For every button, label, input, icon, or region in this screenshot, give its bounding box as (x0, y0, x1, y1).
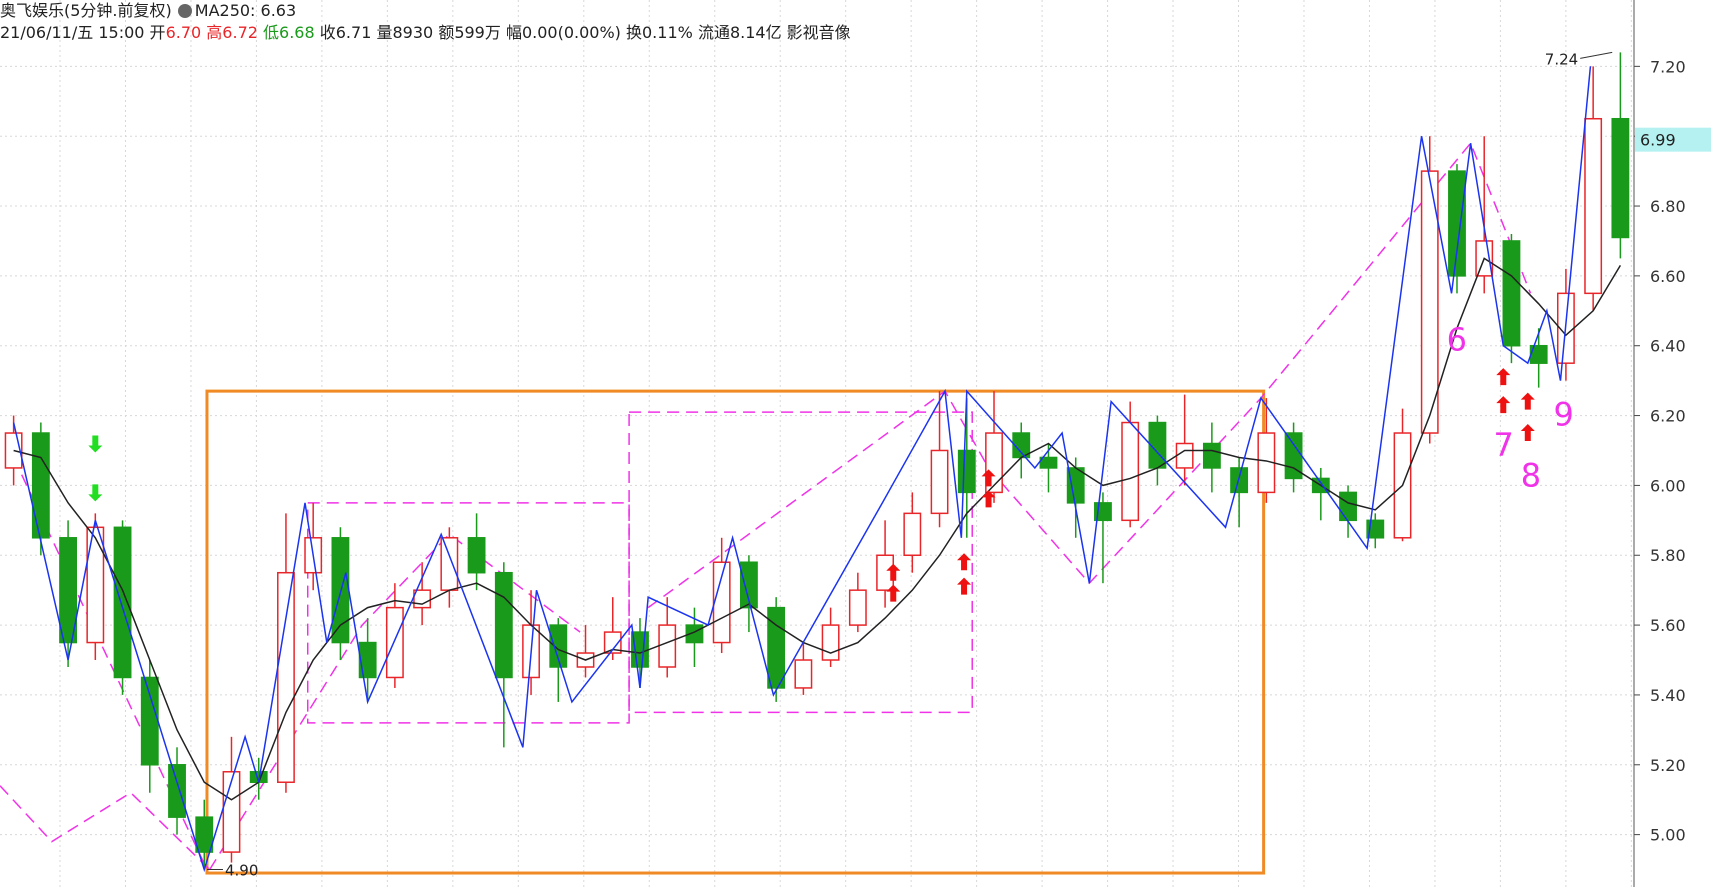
high-label: 高 (206, 23, 223, 42)
title-row: 奥飞娱乐(5分钟.前复权) MA250: 6.63 (0, 0, 851, 22)
signal-arrow (88, 435, 103, 453)
candle-body (739, 561, 758, 609)
signal-arrow (981, 469, 996, 487)
candle-body (1448, 170, 1466, 277)
candle-body (1611, 117, 1630, 239)
y-tick-label: 5.40 (1650, 686, 1686, 705)
y-tick-label: 5.00 (1650, 826, 1686, 845)
candle-body (31, 432, 50, 539)
candle-body (1039, 456, 1058, 469)
candle-body (113, 526, 132, 679)
ma-label: MA250: 6.63 (194, 1, 297, 20)
header: 奥飞娱乐(5分钟.前复权) MA250: 6.63 21/06/11/五 15:0… (0, 0, 851, 44)
signal-arrow (957, 577, 972, 595)
signal-arrow (1496, 368, 1511, 386)
candle-body (140, 676, 159, 766)
y-tick-label: 5.20 (1650, 756, 1686, 775)
close: 收6.71 (319, 23, 372, 42)
y-tick-label: 6.60 (1650, 267, 1686, 286)
candle-body (549, 624, 568, 668)
y-tick-label: 7.20 (1650, 57, 1686, 76)
candle-body (440, 537, 459, 591)
candle-body (222, 771, 241, 853)
candle-body (930, 449, 949, 515)
candle-body (658, 624, 677, 668)
low-label: 低 (263, 23, 280, 42)
candle-body (957, 449, 976, 494)
candle-body (794, 659, 813, 689)
pink-box (628, 411, 973, 714)
candle-body (848, 589, 867, 626)
candle-body (603, 631, 622, 654)
candle-body (1366, 519, 1385, 539)
price-marker (1635, 127, 1711, 152)
candle-body (277, 571, 295, 783)
zigzag-line (12, 66, 1592, 873)
date: 21/06/11/五 15:00 (0, 23, 145, 42)
wave-label: 8 (1521, 457, 1541, 495)
open: 6.70 (165, 23, 202, 42)
stock-title: 奥飞娱乐(5分钟.前复权) (0, 1, 172, 20)
signal-arrow (88, 484, 103, 502)
y-tick-label: 5.60 (1650, 616, 1686, 635)
y-tick-label: 6.00 (1650, 476, 1686, 495)
signal-arrow (1520, 424, 1535, 442)
signal-arrow (1496, 396, 1511, 414)
y-tick-label: 5.80 (1650, 546, 1686, 565)
candle-body (712, 561, 731, 644)
signal-arrow (981, 490, 996, 508)
ma-line (13, 257, 1622, 801)
high: 6.72 (222, 23, 258, 42)
wave-label: 7 (1493, 426, 1513, 464)
industry: 影视音像 (786, 23, 851, 42)
candle-body (1175, 442, 1194, 469)
pink-box (306, 502, 630, 724)
candle-body (1121, 421, 1140, 522)
candle-body (413, 589, 432, 609)
candle-body (821, 624, 840, 661)
ma-toggle[interactable] (177, 4, 192, 18)
candle-body (1202, 442, 1221, 469)
signal-arrow (886, 584, 901, 602)
annotation-label: 7.24 (1545, 50, 1578, 68)
candle-body (1420, 170, 1439, 434)
float: 流通8.14亿 (697, 23, 782, 42)
candle-body (358, 641, 377, 679)
wave-label: 9 (1554, 396, 1574, 434)
candle-body (903, 512, 922, 556)
candle-body (467, 537, 486, 574)
candle-body (1584, 117, 1603, 295)
range-box (205, 389, 1266, 875)
candle-body (1339, 491, 1357, 522)
low: 6.68 (279, 23, 315, 42)
candle-body (494, 571, 513, 679)
info-row: 21/06/11/五 15:00 开6.70 高6.72 低6.68 收6.71… (0, 22, 851, 44)
signal-arrow (1520, 392, 1535, 410)
amount: 额599万 (438, 23, 501, 42)
y-tick-label: 6.20 (1650, 407, 1686, 426)
price-marker-label: 6.99 (1640, 131, 1676, 150)
open-label: 开 (149, 23, 166, 42)
candle-body (767, 606, 786, 689)
volume: 量8930 (376, 23, 434, 42)
candle-body (59, 537, 78, 644)
y-tick-label: 6.40 (1650, 337, 1686, 356)
candle-body (86, 526, 105, 644)
y-tick-label: 6.80 (1650, 197, 1686, 216)
signal-arrow (957, 553, 972, 571)
annotation-pointer (1580, 51, 1613, 59)
pink-trend-line (0, 785, 211, 871)
turnover: 换0.11% (626, 23, 693, 42)
signal-arrow (886, 563, 901, 581)
candle-body (1502, 240, 1521, 347)
candle-body (168, 764, 186, 818)
change: 幅0.00(0.00%) (505, 23, 621, 42)
annotation-label: 4.90 (225, 862, 258, 880)
candle-body (385, 606, 404, 679)
candle-body (195, 816, 214, 853)
wave-label: 6 (1447, 320, 1467, 358)
